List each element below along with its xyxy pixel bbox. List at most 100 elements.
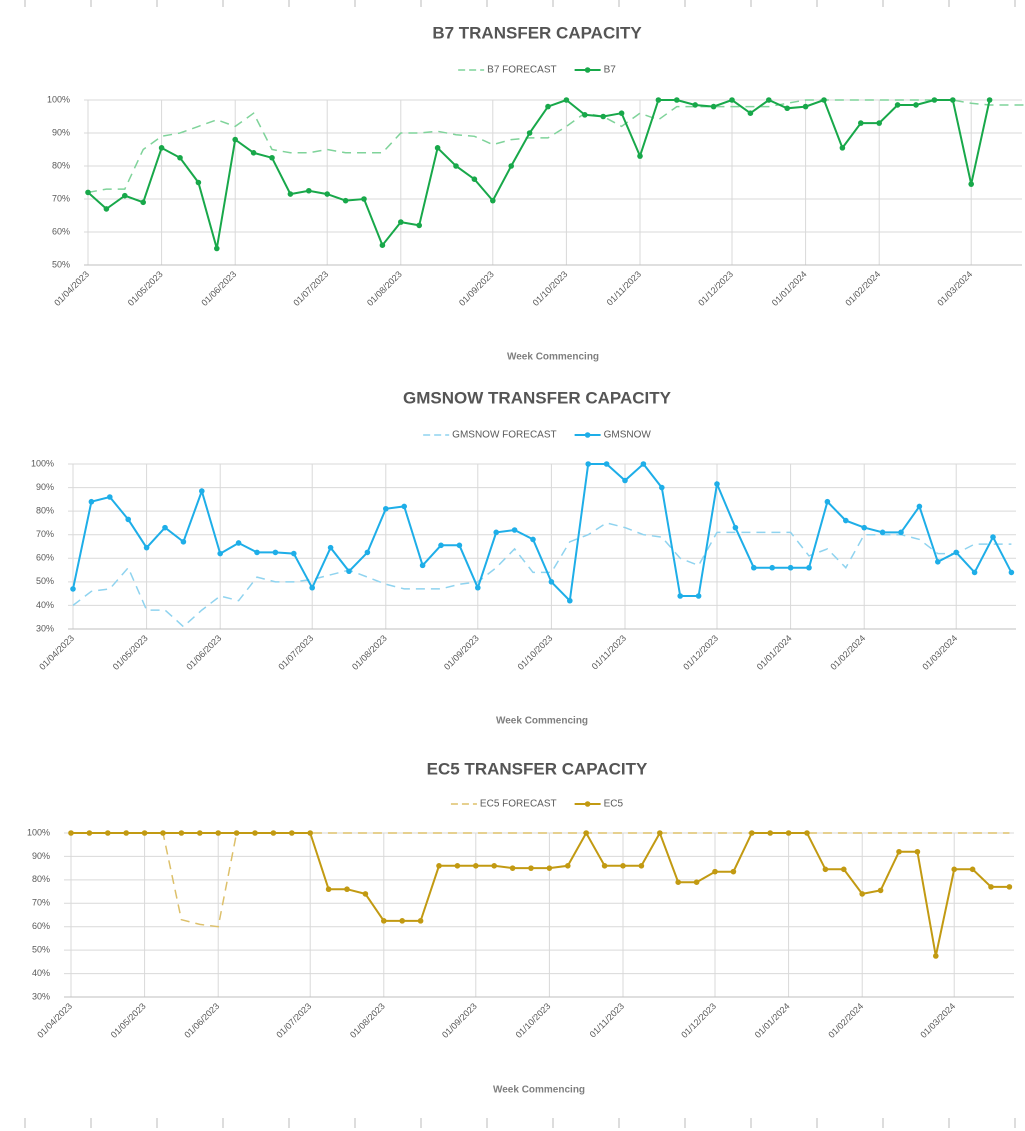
data-point (859, 891, 865, 897)
data-point (471, 176, 478, 182)
data-point (769, 564, 775, 571)
data-point (876, 120, 882, 126)
legend-label: EC5 (604, 799, 624, 810)
data-point (659, 484, 665, 491)
data-point (747, 110, 754, 116)
data-point (509, 865, 516, 871)
x-tick-label: 01/07/2023 (274, 1001, 313, 1040)
data-point (399, 918, 406, 924)
data-point (585, 461, 591, 467)
legend-item: B7 (574, 65, 616, 76)
chart-title: B7 TRANSFER CAPACITY (432, 23, 642, 42)
data-point (784, 105, 790, 112)
data-point (603, 461, 610, 467)
x-tick-label: 01/12/2023 (679, 1001, 718, 1040)
data-point (916, 503, 923, 510)
legend-marker (584, 432, 591, 438)
data-point (289, 830, 295, 836)
data-point (563, 97, 570, 103)
chart: EC5 TRANSFER CAPACITY 30% 40% 50% 60% 70% 80% 9… (27, 759, 1014, 1096)
data-point (162, 524, 168, 531)
series-line (87, 99, 1025, 194)
data-point (105, 830, 111, 836)
data-point (401, 503, 408, 510)
data-point (199, 488, 205, 494)
data-point (122, 192, 128, 199)
x-tick-label: 01/02/2024 (843, 269, 882, 308)
data-point (618, 110, 625, 116)
data-point (270, 830, 277, 836)
x-tick-label: 01/03/2024 (935, 269, 974, 308)
data-point (804, 830, 810, 836)
x-tick-label: 01/06/2023 (184, 633, 223, 672)
data-point (272, 549, 279, 556)
data-point (986, 97, 993, 103)
series-line (71, 832, 1010, 928)
x-tick-label: 01/12/2023 (696, 269, 735, 308)
data-point (969, 866, 976, 873)
data-point (712, 868, 718, 875)
data-point (195, 179, 202, 186)
data-point (217, 550, 223, 557)
data-point (254, 549, 260, 556)
data-point (693, 879, 700, 885)
series-line (72, 522, 1012, 628)
data-point (622, 477, 628, 484)
data-point (695, 593, 702, 599)
x-tick-label: 01/01/2024 (770, 269, 809, 308)
data-point (914, 848, 921, 855)
x-tick-label: 01/03/2024 (918, 1001, 957, 1040)
x-tick-label: 01/06/2023 (182, 1001, 221, 1040)
x-tick-label: 01/03/2024 (920, 633, 959, 672)
y-tick-label: 80% (36, 506, 54, 516)
legend: B7 FORECAST B7 (458, 65, 616, 76)
data-point (710, 103, 717, 110)
x-tick-label: 01/08/2023 (350, 633, 389, 672)
x-tick-label: 01/04/2023 (37, 633, 76, 672)
data-point (362, 891, 369, 897)
y-tick-label: 70% (32, 898, 50, 908)
data-point (178, 830, 185, 836)
data-point (729, 97, 735, 103)
x-axis-title: Week Commencing (493, 1085, 585, 1096)
data-point (565, 863, 571, 869)
data-point (475, 584, 481, 591)
x-tick-label: 01/10/2023 (516, 633, 555, 672)
data-point (233, 830, 240, 836)
data-point (638, 863, 645, 869)
data-point (307, 830, 314, 836)
data-point (140, 199, 146, 206)
data-point (419, 562, 426, 569)
data-point (490, 197, 496, 204)
data-point (821, 97, 827, 103)
legend-item: EC5 (574, 799, 624, 810)
y-tick-label: 30% (32, 991, 50, 1001)
legend-label: B7 FORECAST (487, 65, 556, 76)
chart: GMSNOW TRANSFER CAPACITY 30% 40% 50% 60% 70% 8… (31, 388, 1016, 727)
data-point (215, 830, 221, 836)
data-point (250, 150, 257, 156)
data-point (1008, 569, 1015, 576)
data-point (714, 481, 720, 487)
data-point (546, 865, 553, 871)
y-tick-label: 90% (32, 851, 50, 861)
data-point (674, 97, 680, 103)
data-point (843, 517, 849, 524)
data-point (530, 536, 536, 543)
y-tick-label: 40% (36, 600, 54, 610)
chart-title: GMSNOW TRANSFER CAPACITY (403, 388, 672, 407)
legend-label: EC5 FORECAST (480, 799, 557, 810)
x-tick-label: 01/07/2023 (276, 633, 315, 672)
y-tick-label: 60% (32, 921, 50, 931)
x-tick-label: 01/01/2024 (755, 633, 794, 672)
data-point (197, 830, 203, 836)
legend: EC5 FORECAST EC5 (450, 799, 624, 810)
data-point (677, 593, 683, 599)
y-tick-label: 50% (52, 259, 70, 269)
data-point (180, 538, 187, 545)
data-point (567, 597, 573, 604)
y-tick-label: 80% (32, 874, 50, 884)
y-tick-label: 60% (36, 553, 54, 563)
data-point (896, 848, 902, 855)
